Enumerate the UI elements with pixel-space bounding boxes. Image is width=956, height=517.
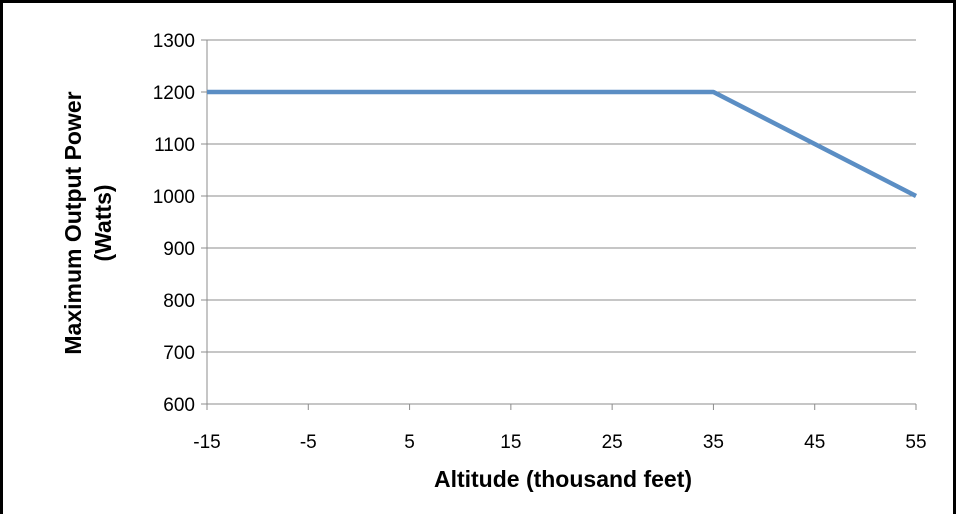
label-layer: Altitude (thousand feet) Maximum Output … <box>60 31 927 492</box>
series-line <box>207 89 918 199</box>
y-tick-label: 1300 <box>153 31 195 52</box>
x-tick-label: 15 <box>500 432 521 453</box>
x-tick-label: -5 <box>300 432 317 453</box>
y-tick-label: 700 <box>163 343 195 364</box>
y-tick-label: 800 <box>163 291 195 312</box>
grid-layer <box>207 39 916 353</box>
x-tick-label: 45 <box>804 432 825 453</box>
series-layer <box>207 89 918 199</box>
x-tick-label: 55 <box>905 432 926 453</box>
y-axis-title-line-1: Maximum Output Power <box>60 91 86 354</box>
y-tick-label: 1200 <box>153 83 195 104</box>
y-tick-label: 900 <box>163 239 195 260</box>
y-tick-label: 1100 <box>154 135 195 156</box>
x-tick-label: 25 <box>602 432 623 453</box>
y-tick-label: 600 <box>163 395 195 416</box>
y-axis-title: Maximum Output Power (Watts) <box>60 91 116 354</box>
x-axis-title: Altitude (thousand feet) <box>434 466 692 492</box>
line-chart: Altitude (thousand feet) Maximum Output … <box>60 31 927 492</box>
x-tick-label: -15 <box>193 432 220 453</box>
y-tick-label: 1000 <box>153 187 195 208</box>
x-tick-label: 35 <box>703 432 724 453</box>
axis-layer <box>201 39 917 410</box>
x-tick-label: 5 <box>404 432 415 453</box>
y-axis-title-line-2: (Watts) <box>90 184 116 261</box>
